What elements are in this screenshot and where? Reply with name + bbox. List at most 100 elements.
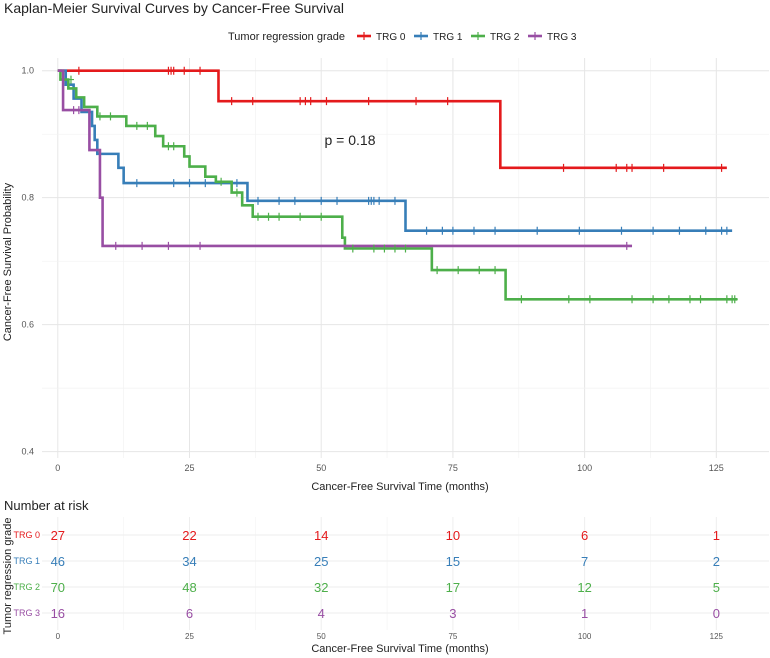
- x-axis-label: Cancer-Free Survival Time (months): [311, 481, 488, 493]
- y-tick-label: 0.4: [21, 447, 34, 457]
- censor-mark-trg-2: [233, 188, 240, 197]
- censor-mark-trg-2: [586, 295, 593, 304]
- censor-mark-trg-1: [618, 226, 625, 235]
- legend-items: TRG 0 TRG 1 TRG 2 TRG 3: [357, 32, 577, 43]
- curve-trg-2: [57, 69, 738, 301]
- censor-mark-trg-2: [218, 177, 225, 186]
- risk-count-trg-1: 2: [713, 554, 720, 569]
- censor-mark-trg-0: [413, 97, 420, 106]
- censor-mark-trg-1: [170, 179, 177, 188]
- censor-mark-trg-0: [718, 163, 725, 172]
- risk-count-trg-2: 32: [314, 580, 328, 595]
- censor-mark-trg-1: [202, 179, 209, 188]
- censor-mark-trg-3: [75, 106, 82, 115]
- censor-mark-trg-3: [197, 241, 204, 250]
- censor-mark-trg-2: [381, 244, 388, 253]
- censor-mark-trg-2: [665, 295, 672, 304]
- curve-trg-3: [57, 69, 633, 248]
- risk-x-tick-label: 50: [317, 632, 326, 641]
- risk-table-title: Number at risk: [4, 498, 89, 513]
- legend-label-trg-3: TRG 3: [547, 32, 577, 43]
- censor-mark-trg-2: [731, 295, 738, 304]
- risk-count-trg-0: 22: [182, 528, 196, 543]
- censor-mark-trg-0: [323, 97, 330, 106]
- risk-table-y-label: Tumor regression grade: [2, 518, 14, 635]
- censor-mark-trg-2: [96, 112, 103, 121]
- censor-mark-trg-1: [370, 196, 377, 205]
- risk-count-trg-3: 6: [186, 606, 193, 621]
- censor-mark-trg-0: [170, 66, 177, 75]
- censor-mark-trg-1: [470, 226, 477, 235]
- censor-mark-trg-2: [67, 75, 74, 84]
- risk-count-trg-2: 70: [51, 580, 65, 595]
- censor-mark-trg-3: [139, 241, 146, 250]
- risk-x-tick-label: 0: [56, 632, 61, 641]
- censor-mark-trg-0: [297, 97, 304, 106]
- censor-mark-trg-0: [249, 97, 256, 106]
- risk-count-trg-2: 17: [446, 580, 460, 595]
- censor-mark-trg-1: [650, 226, 657, 235]
- censor-mark-trg-1: [576, 226, 583, 235]
- risk-count-trg-1: 25: [314, 554, 328, 569]
- legend-label-trg-0: TRG 0: [376, 32, 406, 43]
- risk-x-tick-label: 100: [578, 632, 592, 641]
- censor-mark-trg-1: [276, 196, 283, 205]
- censor-mark-trg-2: [402, 244, 409, 253]
- censor-mark-trg-2: [650, 295, 657, 304]
- censor-mark-trg-2: [144, 121, 151, 130]
- censor-mark-trg-2: [434, 266, 441, 275]
- axis-tick-labels: 0 25 50 75 100 125 0.4 0.6 0.8 1.0: [21, 66, 723, 473]
- risk-count-trg-0: 1: [713, 528, 720, 543]
- legend-label-trg-2: TRG 2: [490, 32, 520, 43]
- risk-count-trg-1: 15: [446, 554, 460, 569]
- x-tick-label: 75: [448, 463, 458, 473]
- plot-panel: [42, 58, 769, 458]
- censor-mark-trg-0: [197, 66, 204, 75]
- censor-mark-trg-1: [676, 226, 683, 235]
- censor-mark-trg-1: [702, 226, 709, 235]
- y-axis-label: Cancer-Free Survival Probability: [2, 182, 14, 341]
- censor-mark-trg-2: [133, 121, 140, 130]
- censor-mark-trg-3: [623, 241, 630, 250]
- risk-x-tick-label: 25: [185, 632, 194, 641]
- censor-mark-trg-0: [660, 163, 667, 172]
- legend-label-trg-1: TRG 1: [433, 32, 463, 43]
- risk-count-trg-2: 12: [577, 580, 591, 595]
- censor-mark-trg-0: [228, 97, 235, 106]
- censor-mark-trg-1: [186, 179, 193, 188]
- risk-count-trg-1: 46: [51, 554, 65, 569]
- censor-mark-trg-2: [370, 244, 377, 253]
- censor-mark-trg-3: [112, 241, 119, 250]
- x-tick-label: 50: [316, 463, 326, 473]
- risk-row-label-trg-1: TRG 1: [13, 556, 40, 566]
- risk-table-x-label: Cancer-Free Survival Time (months): [311, 643, 488, 655]
- censor-mark-trg-2: [349, 244, 356, 253]
- curve-trg-1: [57, 69, 733, 232]
- censor-mark-trg-1: [723, 226, 730, 235]
- risk-table-grid: [42, 517, 769, 630]
- x-tick-label: 125: [709, 463, 724, 473]
- y-tick-label: 1.0: [21, 66, 34, 76]
- censor-mark-trg-3: [165, 241, 172, 250]
- censor-mark-trg-2: [492, 266, 499, 275]
- censor-mark-trg-2: [697, 295, 704, 304]
- risk-count-trg-0: 10: [446, 528, 460, 543]
- censor-mark-trg-2: [165, 142, 172, 151]
- censor-mark-trg-0: [307, 97, 314, 106]
- risk-count-trg-3: 3: [449, 606, 456, 621]
- legend: Tumor regression grade TRG 0 TRG 1 TRG 2 TR…: [228, 31, 577, 43]
- risk-count-trg-3: 16: [51, 606, 65, 621]
- censor-mark-trg-1: [376, 196, 383, 205]
- censor-mark-trg-1: [439, 226, 446, 235]
- censor-mark-trg-1: [291, 196, 298, 205]
- risk-x-tick-label: 75: [448, 632, 457, 641]
- x-tick-label: 100: [577, 463, 592, 473]
- risk-count-trg-3: 4: [318, 606, 325, 621]
- censor-mark-trg-1: [718, 226, 725, 235]
- chart-title: Kaplan-Meier Survival Curves by Cancer-F…: [4, 0, 344, 16]
- censor-mark-trg-1: [334, 196, 341, 205]
- risk-x-tick-label: 125: [710, 632, 724, 641]
